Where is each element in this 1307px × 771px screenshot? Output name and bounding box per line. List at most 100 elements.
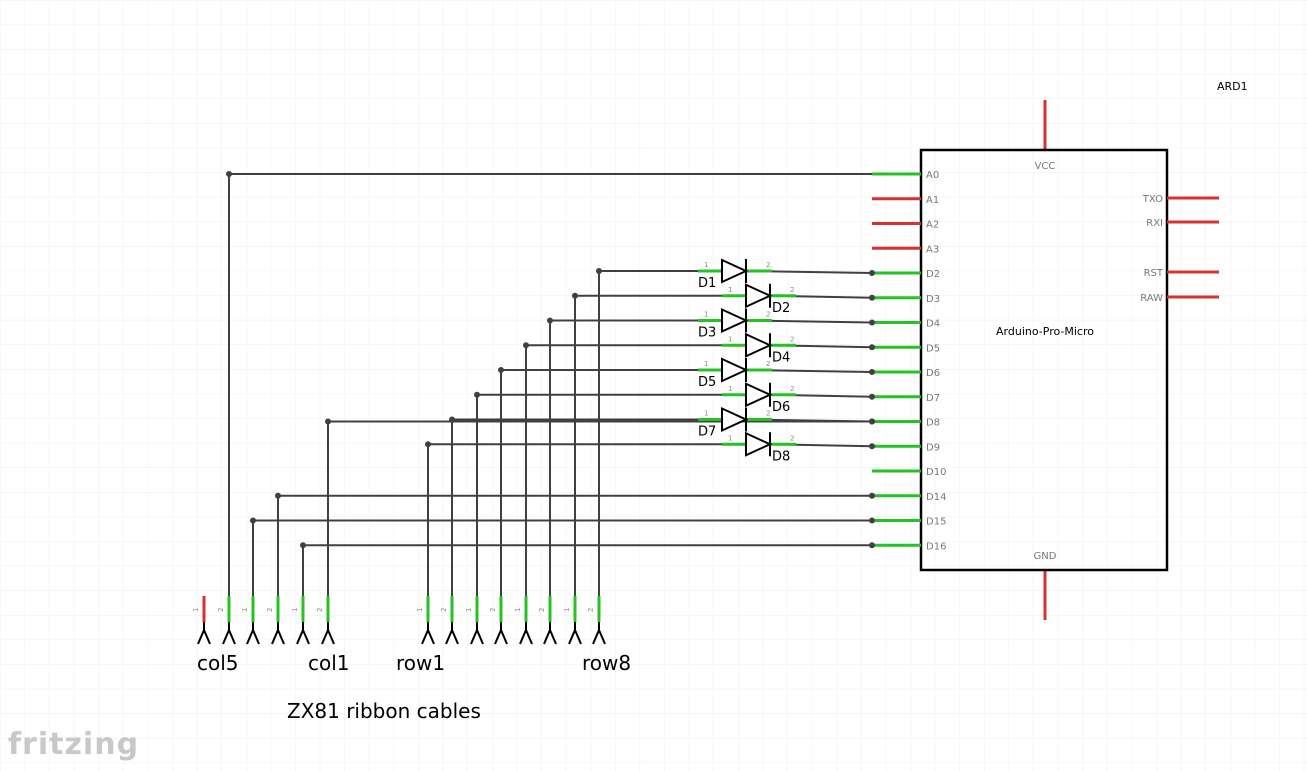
connector-arrow-icon [271, 622, 285, 645]
connector-pin[interactable]: 1 [416, 596, 435, 645]
arduino-part-label: Arduino-Pro-Micro [996, 325, 1094, 338]
connector-pin[interactable]: 1 [514, 596, 533, 645]
pin-label-raw: RAW [1140, 293, 1163, 304]
wire-junction [275, 492, 281, 499]
pin-label-d8: D8 [926, 418, 940, 429]
connector-pin[interactable]: 2 [489, 596, 508, 645]
pin-label-d5: D5 [926, 343, 940, 354]
diode-pin-number: 1 [728, 286, 732, 294]
diode-pin-number: 2 [790, 286, 794, 294]
diode-d8[interactable]: 1 2D8 [722, 431, 796, 464]
connector-arrow-icon [197, 622, 211, 645]
ribbon-caption: ZX81 ribbon cables [287, 699, 481, 723]
pin-label-d3: D3 [926, 294, 940, 305]
diode-pin-number: 1 [704, 360, 708, 368]
diode-d4[interactable]: 1 2D4 [722, 332, 796, 365]
diode-d3[interactable]: 1 2 D3 [698, 307, 772, 341]
diode-triangle-icon [745, 431, 773, 457]
pin-label-d9: D9 [926, 442, 940, 453]
diode-pin-number: 1 [728, 434, 732, 442]
diode-pin-number: 1 [704, 410, 708, 418]
diode-label: D6 [772, 400, 790, 415]
connector-pin-number: 1 [514, 608, 522, 612]
connector-arrow-icon [445, 622, 459, 645]
diode-pin-number: 2 [766, 311, 770, 319]
connector-pin[interactable]: 2 [316, 596, 335, 645]
pin-label-d6: D6 [926, 368, 940, 379]
connector-pin-number: 2 [217, 608, 225, 612]
pin-label-d10: D10 [926, 467, 946, 478]
diode-pin-number: 2 [766, 410, 770, 418]
diode-d1[interactable]: 1 2 D1 [698, 258, 772, 291]
wire-junction [869, 344, 875, 351]
diode-pin-number: 2 [790, 385, 794, 393]
connector-pin-number: 2 [440, 608, 448, 612]
wire-junction [250, 517, 256, 524]
pin-label-a3: A3 [926, 244, 939, 255]
diode-label: D4 [772, 350, 790, 365]
diode-label: D2 [772, 301, 790, 316]
connector-pin[interactable]: 1 [241, 596, 260, 645]
diode-triangle-icon [745, 283, 773, 309]
connector-pin[interactable]: 1 [192, 596, 211, 645]
diode-triangle-icon [721, 258, 749, 284]
wire-junction [425, 441, 431, 448]
diode-pin-number: 2 [766, 360, 770, 368]
diode-pin-number: 1 [728, 335, 732, 343]
diode-triangle-icon [721, 307, 749, 334]
vcc-label: VCC [1035, 161, 1056, 172]
connector-pin[interactable]: 1 [563, 596, 582, 645]
gnd-label: GND [1034, 551, 1057, 562]
connector-pin-number: 1 [291, 608, 299, 612]
connector-pin-number: 1 [416, 608, 424, 612]
wire-junction [869, 418, 875, 425]
connector-pin[interactable]: 2 [587, 596, 606, 645]
connector-arrow-icon [568, 622, 582, 645]
wire-junction [449, 416, 455, 423]
diode-d6[interactable]: 1 2D6 [722, 382, 796, 415]
pin-label-d16: D16 [926, 541, 946, 552]
wire-junction [325, 418, 331, 425]
connector-pin-number: 2 [489, 608, 497, 612]
connector-pin[interactable]: 1 [291, 596, 310, 645]
pin-label-rst: RST [1144, 268, 1164, 279]
connector-arrow-icon [421, 622, 435, 645]
diode-label: D3 [698, 326, 716, 341]
col1-label: col1 [308, 651, 350, 675]
wire-junction [869, 270, 875, 276]
wire-junction [474, 391, 480, 398]
diode-d2[interactable]: 1 2D2 [722, 283, 796, 316]
connector-arrow-icon [321, 622, 335, 645]
diode-pin-number: 2 [790, 335, 794, 343]
arduino-ref-label: ARD1 [1217, 80, 1248, 93]
connector-arrow-icon [494, 622, 508, 645]
pin-label-txo: TXO [1142, 194, 1163, 205]
connector-pin[interactable]: 2 [266, 596, 285, 645]
wire-junction [547, 317, 553, 324]
wire-junction [498, 367, 504, 373]
wire-junction [869, 319, 875, 326]
row1-label: row1 [396, 651, 445, 675]
arduino-pro-micro[interactable]: ARD1 VCC GND Arduino-Pro-Micro A0 A1 A2 A3 D… [872, 80, 1248, 620]
wire-junction [596, 268, 602, 274]
connector-arrow-icon [519, 622, 533, 645]
diode-d7[interactable]: 1 2 D7 [698, 406, 772, 440]
diode-label: D1 [698, 276, 716, 291]
connector-pin[interactable]: 2 [217, 596, 236, 645]
diode-pin-number: 2 [790, 434, 794, 442]
diode-label: D5 [698, 375, 716, 390]
pin-label-a1: A1 [926, 195, 939, 206]
diode-pin-number: 1 [704, 261, 708, 269]
diode-triangle-icon [721, 357, 749, 383]
wire-junction [869, 542, 875, 549]
pin-label-d2: D2 [926, 269, 940, 280]
connector-pin[interactable]: 2 [538, 596, 557, 645]
connector-pin[interactable]: 2 [440, 596, 459, 645]
connector-pin[interactable]: 1 [465, 596, 484, 645]
diode-pin-number: 1 [728, 385, 732, 393]
diode-d5[interactable]: 1 2 D5 [698, 357, 772, 390]
arduino-body[interactable] [919, 148, 1169, 572]
pin-label-d14: D14 [926, 492, 946, 503]
